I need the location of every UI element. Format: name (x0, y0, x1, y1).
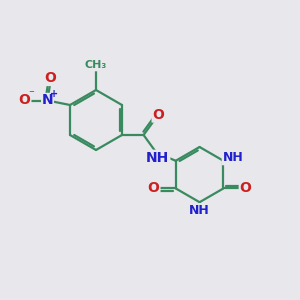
Text: CH₃: CH₃ (85, 60, 107, 70)
Text: NH: NH (189, 204, 210, 217)
Text: ⁻: ⁻ (28, 89, 34, 99)
Text: O: O (153, 108, 164, 122)
Text: O: O (19, 94, 30, 107)
Text: NH: NH (146, 151, 169, 165)
Text: N: N (42, 94, 53, 107)
Text: +: + (50, 89, 58, 100)
Text: O: O (148, 182, 159, 195)
Text: NH: NH (223, 151, 244, 164)
Text: O: O (45, 71, 56, 85)
Text: O: O (240, 182, 252, 195)
